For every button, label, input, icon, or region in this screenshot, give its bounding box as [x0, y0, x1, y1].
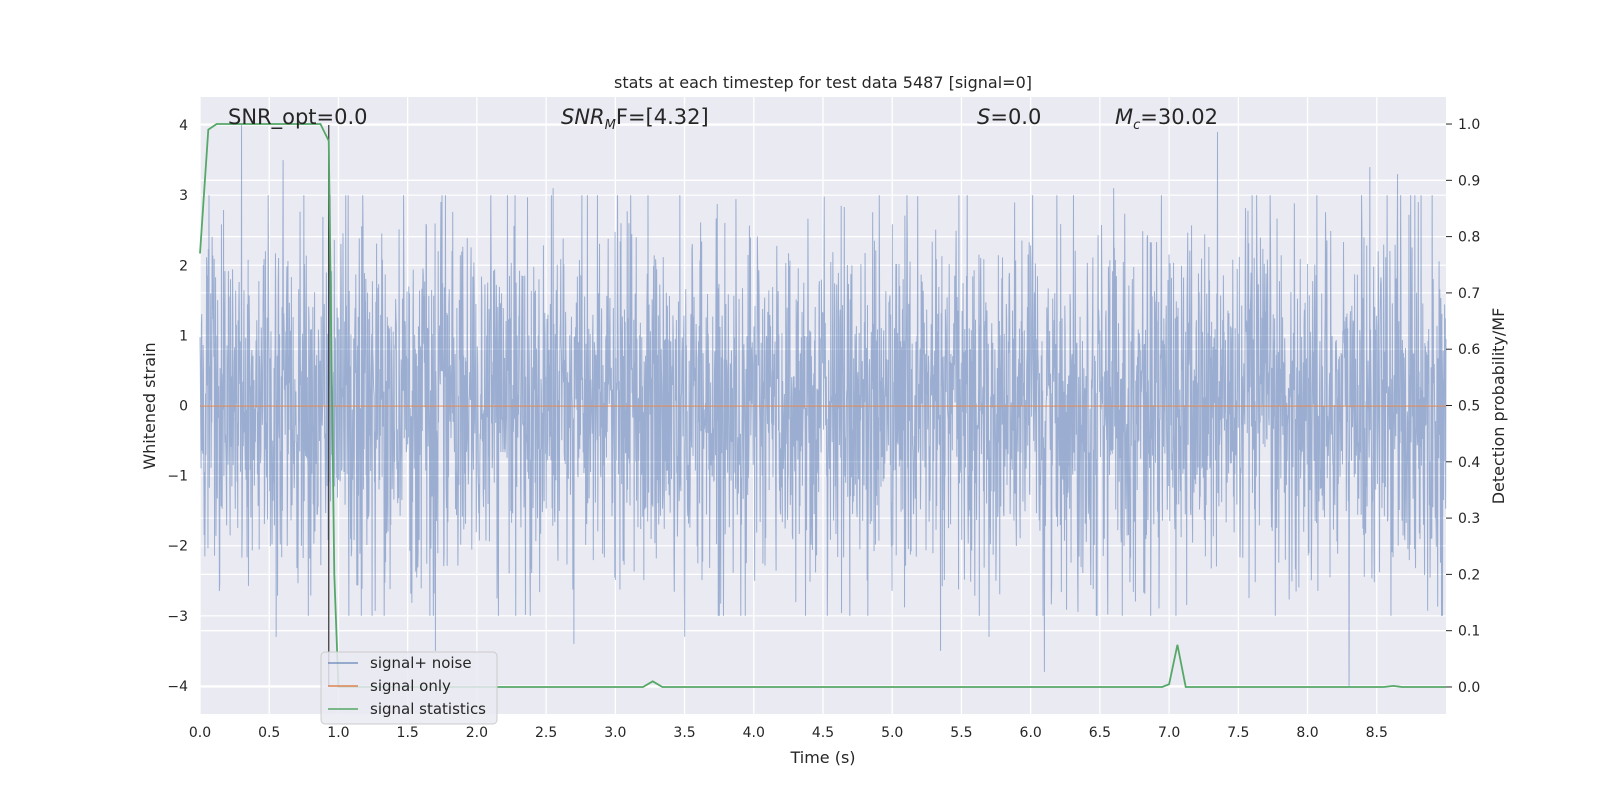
mc-symbol: M	[1115, 105, 1133, 129]
series-signal-statistics	[199, 123, 1446, 688]
y-right-tick-label: 0.9	[1458, 173, 1480, 189]
x-tick-label: 2.0	[466, 725, 488, 741]
x-tick-label: 8.5	[1366, 725, 1388, 741]
x-tick-label: 3.5	[673, 725, 695, 741]
y-tick-labels: 4 3 2 1 0 −1 −2 −3 −4	[167, 118, 188, 695]
y-right-tick-label: 0.6	[1458, 342, 1480, 358]
annotation-s: S=0.0	[977, 105, 1041, 129]
x-axis-title: Time (s)	[789, 748, 855, 767]
legend-label-signal-statistics: signal statistics	[370, 700, 486, 718]
x-tick-label: 7.0	[1158, 725, 1180, 741]
s-value: =0.0	[990, 105, 1041, 129]
chart-title: stats at each timestep for test data 548…	[614, 73, 1032, 92]
legend: signal+ noise signal only signal statist…	[320, 651, 498, 725]
annotation-snr-opt: SNR_opt=0.0	[228, 105, 368, 130]
annotation-snr-mf: SNRMF=[4.32]	[561, 105, 709, 133]
y-right-tick-label: 0.3	[1458, 511, 1480, 527]
series-signal-noise-path	[199, 125, 1447, 686]
x-tick-label: 0.0	[189, 725, 211, 741]
x-tick-label: 6.0	[1020, 725, 1042, 741]
y-tick-label: 0	[179, 399, 188, 415]
y-right-tick-label: 0.5	[1458, 399, 1480, 415]
y-tick-label: −2	[167, 539, 188, 555]
y-right-tick-label: 0.1	[1458, 624, 1480, 640]
x-tick-label: 5.0	[881, 725, 903, 741]
legend-box	[320, 651, 498, 725]
mc-value: =30.02	[1140, 105, 1218, 129]
y-right-tick-labels: 1.0 0.9 0.8 0.7 0.6 0.5 0.4 0.3 0.2 0.1 0.0	[1446, 117, 1480, 696]
y-right-tick-label: 0.0	[1458, 680, 1480, 696]
x-tick-label: 3.0	[604, 725, 626, 741]
x-tick-label: 7.5	[1227, 725, 1249, 741]
x-tick-label: 6.5	[1089, 725, 1111, 741]
x-tick-label: 1.5	[397, 725, 419, 741]
snr-mf-symbol: SNR	[561, 105, 605, 129]
annotation-mc: Mc=30.02	[1115, 105, 1218, 133]
x-tick-label: 1.0	[327, 725, 349, 741]
y-tick-label: −1	[167, 469, 188, 485]
x-tick-label: 8.0	[1296, 725, 1318, 741]
series-signal-noise	[199, 125, 1447, 686]
y-tick-label: −4	[167, 679, 188, 695]
mc-subscript: c	[1133, 118, 1140, 133]
y-tick-label: 2	[179, 258, 188, 274]
y-tick-label: 3	[179, 188, 188, 204]
y-right-tick-label: 0.2	[1458, 567, 1480, 583]
snr-mf-value: F=[4.32]	[616, 105, 709, 129]
y-axis-title: Whitened strain	[140, 342, 159, 469]
y-tick-label: 1	[179, 328, 188, 344]
y-tick-label: −3	[167, 609, 188, 625]
y-right-tick-label: 0.4	[1458, 455, 1480, 471]
x-tick-label: 2.5	[535, 725, 557, 741]
x-tick-label: 5.5	[950, 725, 972, 741]
x-tick-label: 4.5	[812, 725, 834, 741]
y-right-tick-label: 0.8	[1458, 230, 1480, 246]
x-tick-labels: 0.0 0.5 1.0 1.5 2.0 2.5 3.0 3.5 4.0 4.5 5.0 5.5 6.0 6…	[189, 725, 1388, 741]
s-symbol: S	[977, 105, 990, 129]
x-tick-label: 0.5	[258, 725, 280, 741]
y-tick-label: 4	[179, 118, 188, 134]
legend-label-signal-noise: signal+ noise	[370, 654, 472, 672]
snr-mf-subscript: M	[605, 118, 616, 133]
y-right-tick-label: 0.7	[1458, 286, 1480, 302]
y-right-tick-label: 1.0	[1458, 117, 1480, 133]
x-tick-label: 4.0	[743, 725, 765, 741]
legend-label-signal-only: signal only	[370, 677, 451, 695]
y-right-axis-title: Detection probability/MF	[1489, 308, 1508, 505]
